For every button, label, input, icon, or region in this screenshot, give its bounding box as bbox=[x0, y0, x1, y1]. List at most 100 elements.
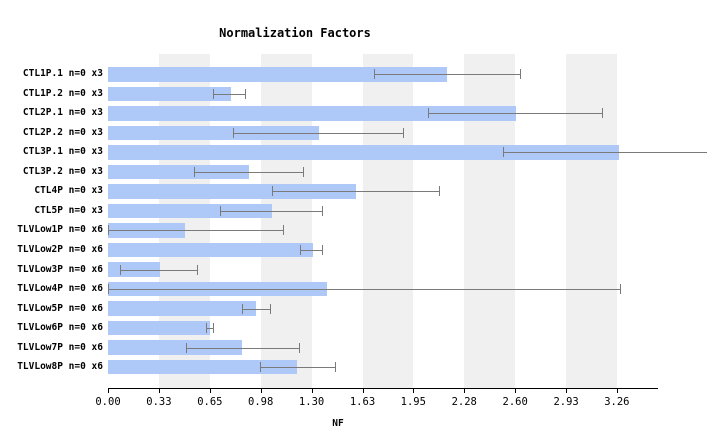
error-bar-cap bbox=[120, 264, 122, 275]
row-label: CTL2P.2 n=0 x3 bbox=[22, 126, 103, 138]
row-label: CTL3P.1 n=0 x3 bbox=[22, 146, 103, 158]
bar bbox=[108, 125, 319, 141]
error-bar bbox=[373, 74, 521, 75]
x-tick-label: 1.95 bbox=[400, 396, 426, 408]
x-axis-tick bbox=[566, 389, 568, 393]
x-tick-label: 0.65 bbox=[197, 396, 223, 408]
x-axis-tick bbox=[616, 389, 618, 393]
row-label: TLVLow1P n=0 x6 bbox=[17, 224, 103, 236]
x-tick-label: 0.00 bbox=[95, 396, 121, 408]
error-bar bbox=[206, 328, 213, 329]
x-axis-tick bbox=[311, 389, 313, 393]
error-bar-cap bbox=[322, 205, 324, 216]
error-bar-cap bbox=[272, 186, 274, 197]
x-axis-label: NF bbox=[332, 418, 344, 429]
error-bar bbox=[108, 289, 621, 290]
x-axis-tick bbox=[209, 389, 211, 393]
error-bar-cap bbox=[270, 303, 272, 314]
bar bbox=[108, 340, 243, 355]
error-bar bbox=[232, 133, 404, 134]
error-bar-cap bbox=[232, 127, 234, 138]
row-label: CTL5P n=0 x3 bbox=[34, 204, 103, 216]
error-bar-cap bbox=[259, 362, 261, 373]
x-tick-label: 1.30 bbox=[298, 396, 325, 408]
error-bar bbox=[259, 367, 335, 368]
row-label: TLVLow2P n=0 x6 bbox=[17, 244, 103, 256]
row-label: CTL4P n=0 x3 bbox=[34, 185, 103, 197]
error-bar bbox=[120, 270, 198, 271]
error-bar-cap bbox=[193, 166, 195, 177]
row-label: TLVLow8P n=0 x6 bbox=[17, 361, 103, 373]
x-tick-label: 0.33 bbox=[146, 396, 172, 408]
error-bar-cap bbox=[601, 108, 603, 119]
error-bar-cap bbox=[206, 323, 208, 334]
bar bbox=[108, 320, 210, 336]
error-bar-cap bbox=[108, 225, 109, 236]
x-tick-label: 2.60 bbox=[502, 396, 528, 408]
bar bbox=[108, 164, 249, 180]
error-bar bbox=[193, 172, 304, 173]
grid-band bbox=[464, 54, 516, 388]
error-bar-cap bbox=[303, 166, 305, 177]
error-bar-cap bbox=[520, 69, 522, 80]
row-label: CTL2P.1 n=0 x3 bbox=[22, 107, 103, 119]
error-bar-cap bbox=[282, 225, 284, 236]
x-tick-label: 0.98 bbox=[247, 396, 274, 408]
error-bar-cap bbox=[620, 284, 622, 295]
row-label: TLVLow5P n=0 x6 bbox=[17, 302, 103, 314]
x-axis-tick bbox=[464, 389, 466, 393]
grid-band bbox=[158, 54, 210, 388]
x-tick-label: 2.93 bbox=[553, 396, 579, 408]
error-bar-cap bbox=[245, 88, 247, 99]
error-bar bbox=[428, 113, 602, 114]
bar bbox=[108, 106, 516, 121]
x-tick-label: 1.63 bbox=[349, 396, 376, 408]
error-bar-cap bbox=[197, 264, 199, 275]
bar bbox=[108, 67, 448, 82]
grid-band bbox=[566, 54, 617, 388]
chart-title: Normalization Factors bbox=[219, 26, 371, 40]
error-bar-cap bbox=[212, 88, 214, 99]
error-bar-cap bbox=[334, 362, 336, 373]
x-tick-label: 2.28 bbox=[451, 396, 477, 408]
bar bbox=[108, 242, 313, 258]
error-bar bbox=[212, 94, 246, 95]
x-axis-tick bbox=[260, 389, 262, 393]
row-label: TLVLow7P n=0 x6 bbox=[17, 341, 103, 353]
row-label: CTL1P.2 n=0 x3 bbox=[22, 87, 103, 99]
row-label: TLVLow6P n=0 x6 bbox=[17, 322, 103, 334]
x-axis-tick bbox=[108, 389, 109, 393]
error-bar bbox=[186, 348, 299, 349]
error-bar-cap bbox=[108, 284, 109, 295]
error-bar-cap bbox=[373, 69, 375, 80]
grid-band bbox=[362, 54, 414, 388]
bar bbox=[108, 184, 357, 199]
error-bar-cap bbox=[503, 147, 505, 158]
x-axis-tick bbox=[158, 389, 160, 393]
error-bar bbox=[242, 309, 271, 310]
error-bar-cap bbox=[242, 303, 244, 314]
error-bar-cap bbox=[220, 205, 222, 216]
x-axis-line bbox=[108, 388, 658, 389]
error-bar bbox=[300, 250, 323, 251]
error-bar-cap bbox=[212, 323, 214, 334]
x-axis-tick bbox=[362, 389, 364, 393]
error-bar-cap bbox=[300, 245, 302, 256]
row-label: TLVLow4P n=0 x6 bbox=[17, 283, 103, 295]
row-label: CTL1P.1 n=0 x3 bbox=[22, 68, 103, 80]
grid-band bbox=[260, 54, 312, 388]
bar bbox=[108, 203, 273, 219]
error-bar bbox=[503, 152, 707, 153]
error-bar bbox=[220, 211, 323, 212]
bar bbox=[108, 86, 232, 102]
x-tick-label: 3.26 bbox=[604, 396, 630, 408]
row-label: CTL3P.2 n=0 x3 bbox=[22, 165, 103, 177]
error-bar-cap bbox=[322, 245, 324, 256]
bar bbox=[108, 301, 257, 316]
error-bar-cap bbox=[298, 342, 300, 353]
x-axis-tick bbox=[515, 389, 517, 393]
bar bbox=[108, 145, 619, 160]
error-bar-cap bbox=[439, 186, 441, 197]
x-axis-tick bbox=[413, 389, 415, 393]
